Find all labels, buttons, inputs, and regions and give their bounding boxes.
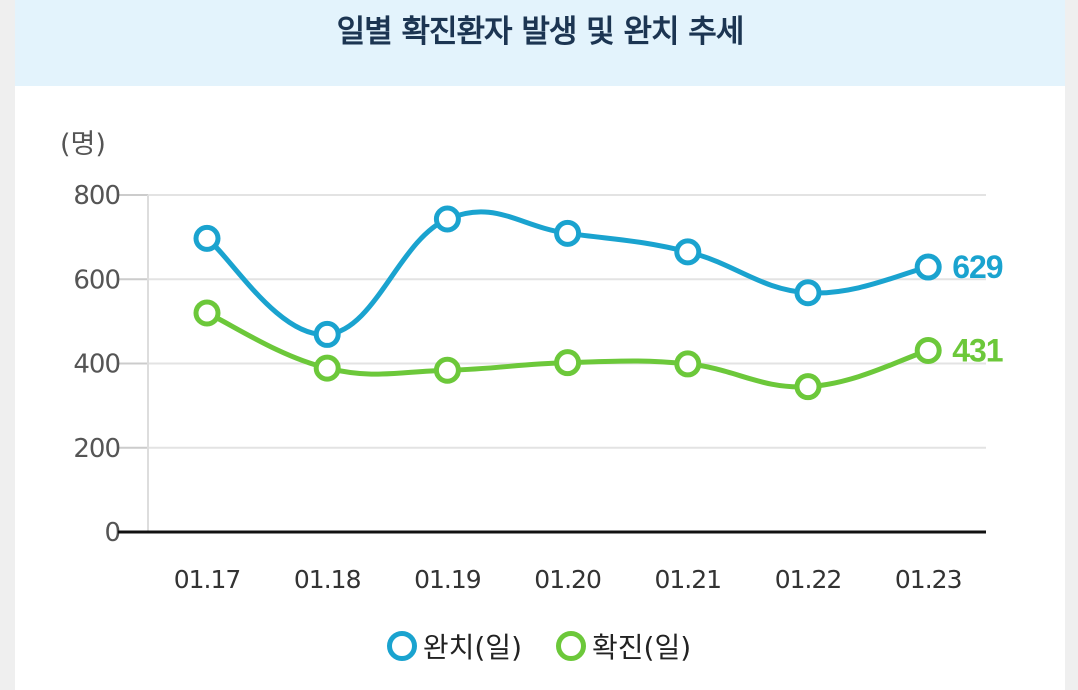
x-tick-label: 01.19 (414, 565, 481, 594)
y-tick-label: 0 (104, 518, 120, 548)
y-tick-label: 600 (73, 265, 120, 295)
data-point (313, 320, 341, 348)
legend-swatch (556, 631, 586, 661)
data-point (193, 299, 221, 327)
x-tick-label: 01.17 (174, 565, 241, 594)
y-tick-label: 200 (73, 434, 120, 464)
y-axis-unit-label: (명) (60, 129, 106, 160)
legend-label: 확진(일) (592, 631, 692, 664)
chart-header: 일별 확진환자 발생 및 완치 추세 (15, 0, 1065, 86)
legend-label: 완치(일) (422, 631, 522, 664)
chart-card (15, 0, 1065, 690)
end-value-label: 431 (952, 332, 1003, 368)
data-point (914, 253, 942, 281)
chart-title: 일별 확진환자 발생 및 완치 추세 (336, 13, 745, 50)
x-tick-label: 01.22 (775, 565, 842, 594)
data-point (554, 349, 582, 377)
data-point (794, 373, 822, 401)
x-tick-label: 01.21 (655, 565, 722, 594)
x-tick-label: 01.18 (294, 565, 361, 594)
data-point (914, 336, 942, 364)
y-tick-label: 800 (73, 181, 120, 211)
end-value-label: 629 (952, 249, 1003, 285)
x-tick-label: 01.23 (895, 565, 962, 594)
data-point (674, 350, 702, 378)
data-point (554, 219, 582, 247)
data-point (193, 224, 221, 252)
data-point (433, 356, 461, 384)
data-point (433, 205, 461, 233)
legend-item: 완치(일) (386, 626, 522, 666)
data-point (794, 279, 822, 307)
data-point (313, 354, 341, 382)
x-tick-label: 01.20 (534, 565, 601, 594)
chart-legend: 완치(일) 확진(일) (0, 626, 1078, 666)
legend-swatch (386, 631, 417, 661)
data-point (674, 238, 702, 266)
y-tick-label: 400 (73, 350, 120, 380)
legend-item: 확진(일) (556, 626, 691, 666)
